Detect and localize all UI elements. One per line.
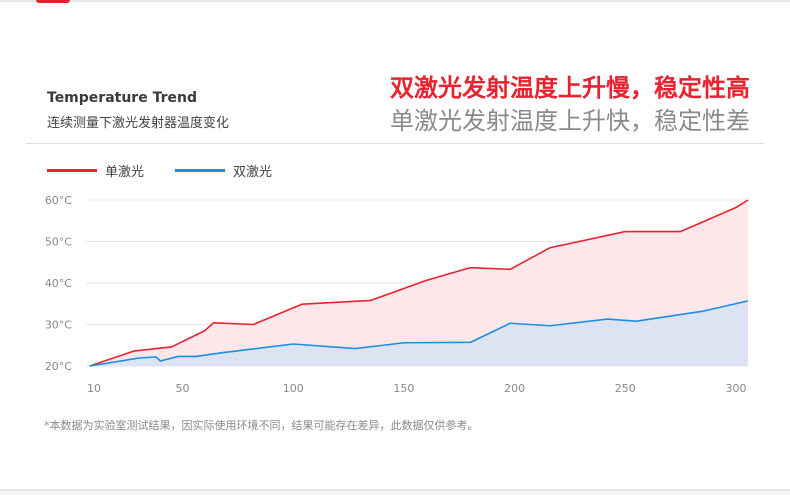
- series-line-single-laser: [89, 199, 749, 367]
- y-tick-label: 30°C: [45, 319, 72, 332]
- disclaimer-footnote: *本数据为实验室测试结果，因实际使用环境不同，结果可能存在差异，此数据仅供参考。: [44, 419, 479, 432]
- series-line-dual-laser: [89, 300, 749, 367]
- y-tick-label: 20°C: [45, 360, 72, 373]
- top-border: [0, 0, 790, 2]
- legend-single-laser: 单激光: [47, 160, 144, 180]
- top-accent-mark: [36, 0, 70, 3]
- bottom-band: [0, 491, 790, 495]
- legend-dual-laser: 双激光: [175, 160, 272, 180]
- legend-swatch-single: [47, 168, 97, 172]
- legend-label-dual: 双激光: [233, 164, 273, 180]
- series-area-dual-laser: [89, 300, 749, 366]
- legend-swatch-dual: [175, 168, 225, 172]
- bottom-border: [0, 489, 790, 491]
- headline-single-laser: 单激光发射温度上升快，稳定性差: [390, 107, 750, 135]
- x-tick-label: 150: [393, 382, 414, 395]
- y-tick-label: 60°C: [45, 194, 72, 207]
- x-tick-label: 10: [87, 382, 101, 395]
- chart-subtitle-cn: 连续测量下激光发射器温度变化: [47, 116, 230, 131]
- x-tick-label: 100: [283, 382, 304, 395]
- x-tick-label: 250: [615, 382, 636, 395]
- y-tick-label: 40°C: [45, 277, 72, 290]
- chart-title-en: Temperature Trend: [47, 90, 197, 106]
- header-divider: [26, 143, 764, 144]
- legend-label-single: 单激光: [105, 164, 145, 180]
- headline-dual-laser: 双激光发射温度上升慢，稳定性高: [390, 74, 750, 102]
- x-tick-label: 300: [726, 382, 747, 395]
- x-tick-label: 200: [504, 382, 525, 395]
- y-tick-label: 50°C: [45, 236, 72, 249]
- x-tick-label: 50: [176, 382, 190, 395]
